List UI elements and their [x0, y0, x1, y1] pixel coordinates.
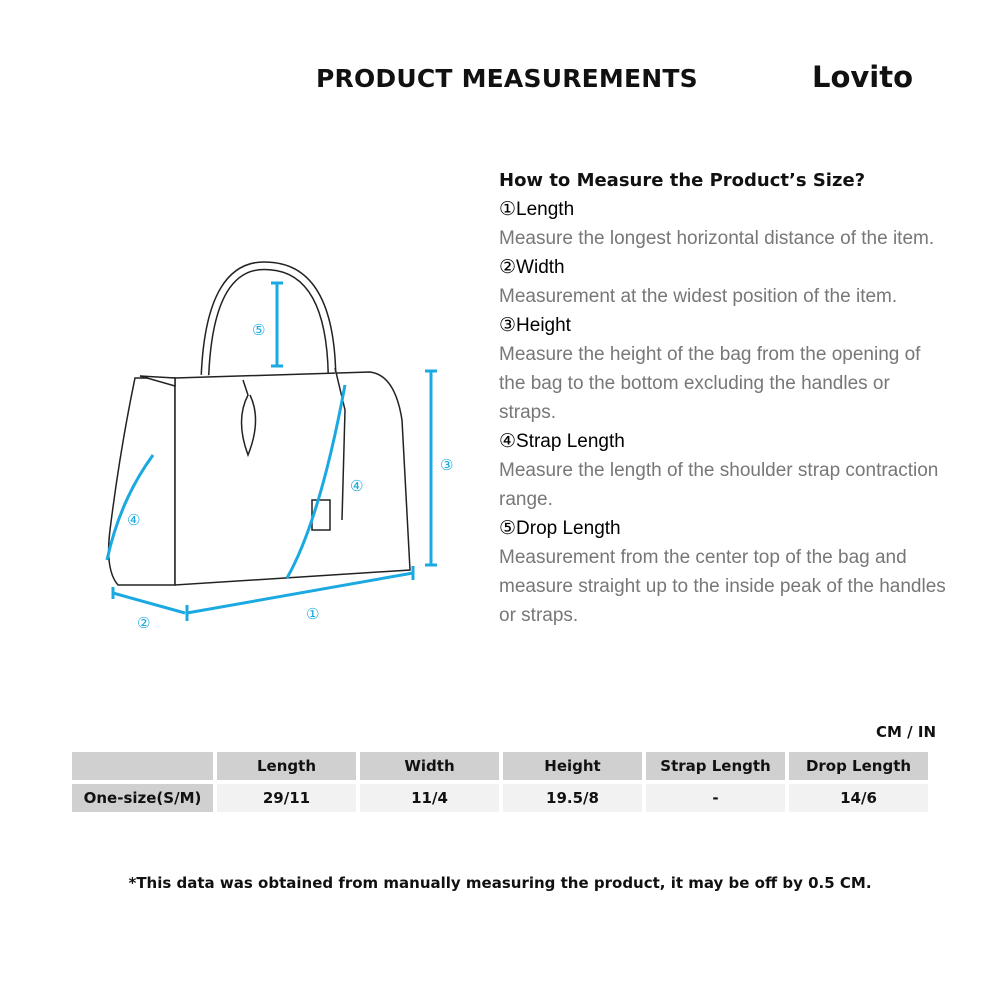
label-width: ②	[137, 614, 150, 632]
bag-outline	[107, 261, 411, 586]
page-title: PRODUCT MEASUREMENTS	[316, 64, 698, 93]
guide-desc-drop: Measurement from the center top of the b…	[499, 547, 946, 626]
value-cell: -	[646, 784, 785, 812]
header-cell: Height	[503, 752, 642, 780]
header-cell: Width	[360, 752, 499, 780]
measurement-guide: How to Measure the Product’s Size? ①Leng…	[499, 170, 949, 630]
label-drop: ⑤	[252, 321, 265, 339]
size-table: Length Width Height Strap Length Drop Le…	[68, 748, 932, 816]
guide-desc-width: Measurement at the widest position of th…	[499, 286, 898, 307]
value-cell: 29/11	[217, 784, 356, 812]
table-header-row: Length Width Height Strap Length Drop Le…	[72, 752, 928, 780]
guide-heading-drop: ⑤Drop Length	[499, 518, 621, 539]
label-length: ①	[306, 605, 319, 623]
guide-question: How to Measure the Product’s Size?	[499, 170, 866, 191]
guide-heading-length: ①Length	[499, 199, 575, 220]
label-height: ③	[440, 456, 453, 474]
footnote: *This data was obtained from manually me…	[128, 874, 872, 892]
unit-label: CM / IN	[876, 723, 936, 741]
guide-heading-width: ②Width	[499, 257, 565, 278]
brand-logo: Lovito	[812, 60, 914, 94]
guide-desc-strap: Measure the length of the shoulder strap…	[499, 460, 939, 510]
guide-desc-length: Measure the longest horizontal distance …	[499, 228, 935, 249]
guide-heading-strap: ④Strap Length	[499, 431, 625, 452]
value-cell: 14/6	[789, 784, 928, 812]
size-cell: One-size(S/M)	[72, 784, 213, 812]
header-cell: Strap Length	[646, 752, 785, 780]
table-row: One-size(S/M) 29/11 11/4 19.5/8 - 14/6	[72, 784, 928, 812]
label-strap-right: ④	[350, 477, 363, 495]
guide-desc-height: Measure the height of the bag from the o…	[499, 344, 921, 423]
measure-lines	[105, 281, 437, 621]
header-cell	[72, 752, 213, 780]
header-cell: Drop Length	[789, 752, 928, 780]
bag-diagram: ① ② ③ ④ ④ ⑤	[105, 261, 453, 632]
guide-heading-height: ③Height	[499, 315, 571, 336]
value-cell: 11/4	[360, 784, 499, 812]
header-cell: Length	[217, 752, 356, 780]
label-strap-left: ④	[127, 511, 140, 529]
value-cell: 19.5/8	[503, 784, 642, 812]
